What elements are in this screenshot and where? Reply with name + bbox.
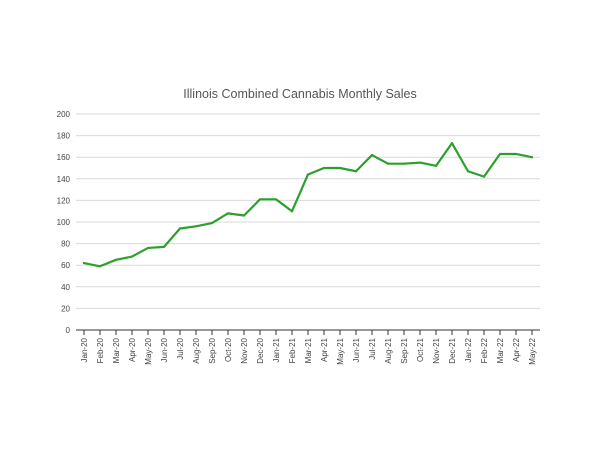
data-point [450, 142, 454, 145]
data-point [530, 156, 534, 159]
data-point [418, 161, 422, 164]
x-tick-label: Jan-20 [80, 337, 89, 362]
data-point [498, 152, 502, 156]
y-tick-label: 120 [57, 196, 71, 205]
data-point [338, 166, 342, 170]
y-tick-label: 60 [61, 261, 70, 270]
data-point [322, 166, 326, 170]
x-tick-label: Feb-20 [96, 337, 105, 363]
data-point [194, 225, 198, 228]
x-tick-label: Apr-21 [320, 337, 329, 362]
chart-title: Illinois Combined Cannabis Monthly Sales [183, 87, 416, 101]
data-point [178, 227, 182, 230]
data-point [514, 152, 518, 156]
x-tick-label: Aug-20 [192, 337, 201, 363]
y-tick-label: 160 [57, 153, 71, 162]
x-tick-label: Oct-21 [416, 337, 425, 362]
y-tick-label: 80 [61, 240, 70, 249]
data-point [370, 153, 374, 157]
x-tick-label: Sep-21 [400, 337, 409, 363]
x-tick-label: Jan-22 [464, 337, 473, 362]
x-tick-label: Jul-21 [368, 337, 377, 359]
x-tick-label: Apr-20 [128, 337, 137, 362]
x-tick-label: Jul-20 [176, 337, 185, 359]
x-tick-label: Sep-20 [208, 337, 217, 363]
x-tick-label: May-22 [528, 337, 537, 364]
x-tick-label: Mar-22 [496, 337, 505, 363]
y-tick-label: 0 [66, 326, 71, 335]
data-point [482, 175, 486, 178]
y-tick-label: 200 [57, 110, 71, 119]
x-tick-label: Oct-20 [224, 337, 233, 362]
x-tick-label: Jan-21 [272, 337, 281, 362]
x-tick-label: Jun-21 [352, 337, 361, 362]
axis-layer: 0 20 40 60 80 100 120 140 160 180 200 Jan-20 Feb-20 M… [57, 110, 540, 365]
series-line-0 [82, 142, 534, 268]
series-layer [82, 142, 534, 268]
x-tick-label: Mar-21 [304, 337, 313, 363]
x-tick-label: Aug-21 [384, 337, 393, 363]
x-tick-label: May-21 [336, 337, 345, 364]
x-tick-label: Mar-20 [112, 337, 121, 363]
x-tick-label: Feb-22 [480, 337, 489, 363]
grid-layer [76, 113, 540, 309]
y-tick-label: 40 [61, 283, 70, 292]
x-tick-label: Dec-20 [256, 337, 265, 363]
data-point [402, 162, 406, 165]
data-point [306, 173, 310, 176]
data-point [98, 265, 102, 268]
data-point [274, 198, 278, 201]
data-point [226, 212, 230, 215]
x-tick-label: Feb-21 [288, 337, 297, 363]
data-point [242, 214, 246, 217]
data-point [434, 164, 438, 167]
y-tick-label: 180 [57, 132, 71, 141]
data-point [386, 162, 390, 165]
data-point [146, 246, 150, 250]
data-point [466, 170, 470, 173]
x-tick-label: Nov-21 [432, 337, 441, 363]
y-tick-label: 100 [57, 218, 71, 227]
y-tick-label: 140 [57, 175, 71, 184]
data-point [162, 245, 166, 248]
x-tick-label: Nov-20 [240, 337, 249, 363]
data-point [258, 198, 262, 201]
x-tick-label: Jun-20 [160, 337, 169, 362]
y-tick-label: 20 [61, 304, 70, 313]
x-tick-label: Apr-22 [512, 337, 521, 362]
data-point [210, 221, 214, 225]
data-point [130, 255, 134, 258]
x-tick-label: Dec-21 [448, 337, 457, 363]
data-point [114, 258, 118, 261]
data-point [290, 210, 294, 213]
data-point [82, 261, 86, 265]
data-point [354, 170, 358, 173]
x-tick-label: May-20 [144, 337, 153, 364]
